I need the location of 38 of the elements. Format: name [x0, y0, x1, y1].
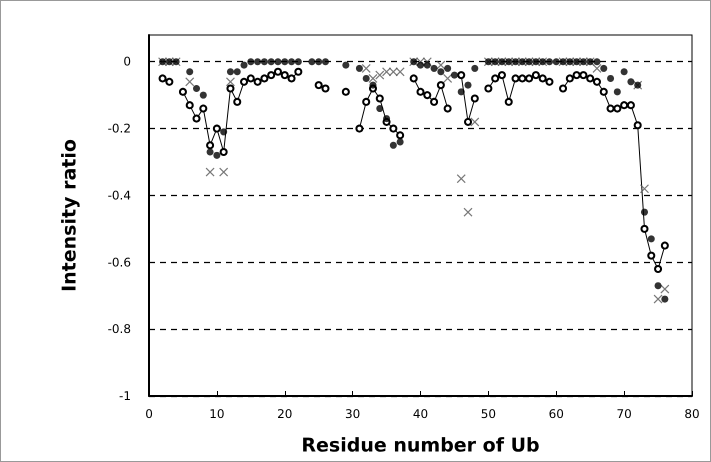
x-tick-label: 50	[480, 407, 496, 421]
point	[219, 167, 228, 177]
point	[653, 294, 663, 304]
point	[185, 77, 194, 86]
y-tick-label: -0.6	[108, 255, 131, 270]
point	[443, 74, 452, 84]
point	[388, 67, 398, 76]
point	[382, 67, 392, 76]
y-tick-label: -0.2	[108, 122, 131, 136]
point	[205, 167, 215, 177]
y-tick-label: -0.4	[108, 188, 131, 202]
point	[456, 174, 466, 184]
point	[422, 57, 432, 66]
point	[660, 284, 670, 294]
x-tick-label: 0	[145, 407, 153, 421]
point	[436, 60, 446, 70]
x-tick-label: 60	[548, 407, 564, 421]
y-tick-label: -0.8	[108, 322, 131, 336]
point	[470, 117, 480, 127]
point	[592, 64, 602, 74]
point	[463, 208, 473, 217]
x-tick-label: 20	[277, 407, 292, 421]
point	[375, 70, 384, 80]
point	[640, 184, 650, 194]
y-axis-title: Intensity ratio	[58, 139, 80, 292]
y-tick-label: 0	[123, 54, 131, 69]
point	[396, 67, 405, 76]
y-tick-label: -1	[119, 389, 131, 403]
x-tick-label: 40	[412, 407, 428, 421]
point	[368, 74, 378, 84]
point	[416, 57, 426, 66]
x-tick-label: 70	[616, 407, 632, 421]
point	[362, 64, 371, 74]
x-tick-label: 30	[344, 407, 360, 421]
x-axis-title: Residue number of Ub	[301, 434, 540, 456]
point	[226, 77, 236, 86]
x-tick-label: 10	[209, 407, 225, 421]
x-tick-label: 80	[684, 407, 700, 421]
